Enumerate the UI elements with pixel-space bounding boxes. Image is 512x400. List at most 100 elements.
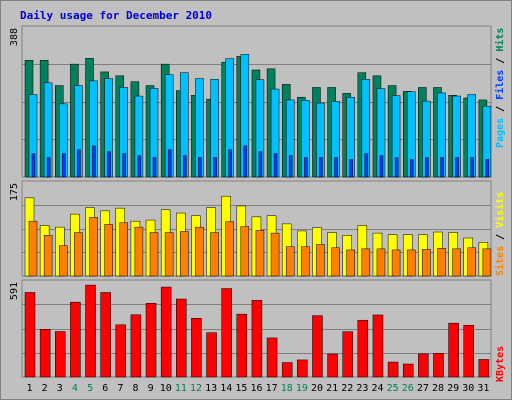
y-max-label-visits: 175 [9, 183, 20, 201]
x-tick-day-24: 24 [372, 383, 384, 394]
sites-bar-8 [134, 226, 144, 277]
pages-bar-23 [364, 153, 369, 178]
sites-bar-1 [28, 220, 38, 277]
sites-bar-21 [331, 247, 340, 277]
sites-bar-26 [406, 249, 416, 277]
kbytes-bar-25 [387, 361, 399, 378]
sites-bar-6 [104, 224, 113, 277]
pages-bar-19 [304, 157, 308, 178]
kbytes-bar-27 [418, 353, 429, 378]
pages-bar-20 [319, 157, 323, 178]
x-tick-day-10: 10 [160, 383, 172, 394]
x-tick-day-5: 5 [87, 383, 93, 394]
sites-bar-9 [149, 232, 159, 277]
x-tick-day-27: 27 [417, 383, 429, 394]
x-tick-day-2: 2 [42, 383, 48, 394]
pages-bar-8 [137, 155, 142, 178]
kbytes-bar-12 [191, 317, 202, 378]
pages-bar-3 [62, 153, 66, 178]
x-tick-day-31: 31 [477, 383, 489, 394]
sites-bar-14 [225, 221, 234, 277]
legend-separator: / [495, 100, 506, 118]
x-tick-day-11: 11 [175, 383, 187, 394]
x-tick-day-22: 22 [341, 383, 353, 394]
pages-bar-21 [334, 157, 338, 178]
chart-title: Daily usage for December 2010 [20, 9, 212, 22]
legend-visits: Visits [494, 192, 506, 228]
pages-bar-5 [92, 145, 96, 178]
y-max-label-hits: 388 [9, 28, 20, 46]
x-tick-day-26: 26 [402, 383, 414, 394]
y-max-label-kbytes: 591 [9, 282, 20, 300]
kbytes-bar-17 [266, 337, 278, 378]
pages-bar-24 [379, 155, 384, 178]
pages-bar-28 [440, 157, 444, 178]
sites-bar-13 [210, 232, 219, 277]
sites-bar-20 [316, 244, 325, 277]
x-tick-day-28: 28 [432, 383, 444, 394]
sites-bar-2 [43, 235, 53, 277]
kbytes-bar-10 [160, 286, 172, 378]
x-tick-day-18: 18 [281, 383, 293, 394]
legend-pages: Pages [495, 118, 506, 148]
sites-bar-25 [391, 249, 401, 277]
kbytes-bar-28 [433, 353, 444, 378]
pages-bar-7 [122, 153, 127, 178]
x-tick-day-20: 20 [311, 383, 323, 394]
sites-bar-22 [346, 249, 355, 277]
kbytes-bar-23 [357, 319, 369, 378]
pages-bar-31 [485, 159, 490, 178]
x-tick-day-23: 23 [356, 383, 368, 394]
sites-bar-17 [270, 232, 280, 277]
legend-sites: Sites [494, 246, 506, 276]
panel-kbytes: 591 [9, 279, 492, 378]
x-tick-day-3: 3 [57, 383, 63, 394]
kbytes-bar-4 [70, 301, 81, 378]
x-tick-day-16: 16 [250, 383, 262, 394]
kbytes-bar-21 [327, 353, 338, 378]
x-tick-day-29: 29 [447, 383, 459, 394]
legend-kbytes-label: KBytes [495, 346, 506, 382]
kbytes-bar-18 [281, 362, 293, 378]
kbytes-bar-9 [145, 303, 157, 378]
kbytes-bar-15 [236, 313, 248, 378]
x-tick-day-7: 7 [117, 383, 123, 394]
kbytes-bar-20 [312, 315, 323, 378]
x-tick-day-21: 21 [326, 383, 338, 394]
sites-bar-16 [255, 230, 265, 277]
pages-bar-22 [349, 159, 353, 178]
sites-bar-18 [285, 246, 295, 277]
legend-sites-visits: Sites / Visits [494, 192, 506, 276]
sites-bar-12 [195, 226, 204, 277]
sites-bar-19 [301, 246, 310, 277]
kbytes-bar-6 [100, 292, 111, 378]
x-tick-day-13: 13 [205, 383, 217, 394]
sites-bar-31 [482, 248, 492, 277]
pages-bar-13 [213, 157, 217, 178]
pages-bar-25 [394, 157, 399, 178]
x-tick-day-14: 14 [220, 383, 232, 394]
kbytes-bar-22 [342, 331, 353, 378]
kbytes-bar-31 [478, 359, 490, 378]
sites-bar-10 [164, 232, 174, 277]
sites-bar-5 [89, 217, 98, 277]
x-tick-day-8: 8 [132, 383, 138, 394]
kbytes-bar-14 [221, 288, 232, 378]
x-tick-day-9: 9 [148, 383, 154, 394]
pages-bar-2 [46, 157, 51, 178]
chart-panels: 388 175 591 [9, 25, 492, 378]
pages-bar-27 [425, 157, 429, 178]
pages-bar-4 [77, 149, 81, 178]
panel-hits: 388 [9, 25, 492, 178]
legend-files: Files [494, 70, 506, 100]
legend-kbytes: KBytes [495, 346, 506, 382]
legend-separator: / [495, 228, 506, 246]
x-tick-day-30: 30 [462, 383, 474, 394]
kbytes-bar-7 [115, 324, 127, 378]
kbytes-bar-26 [402, 363, 414, 378]
sites-bar-7 [119, 222, 129, 277]
sites-bar-11 [180, 231, 189, 277]
kbytes-bar-8 [130, 314, 142, 378]
pages-bar-16 [258, 151, 263, 178]
